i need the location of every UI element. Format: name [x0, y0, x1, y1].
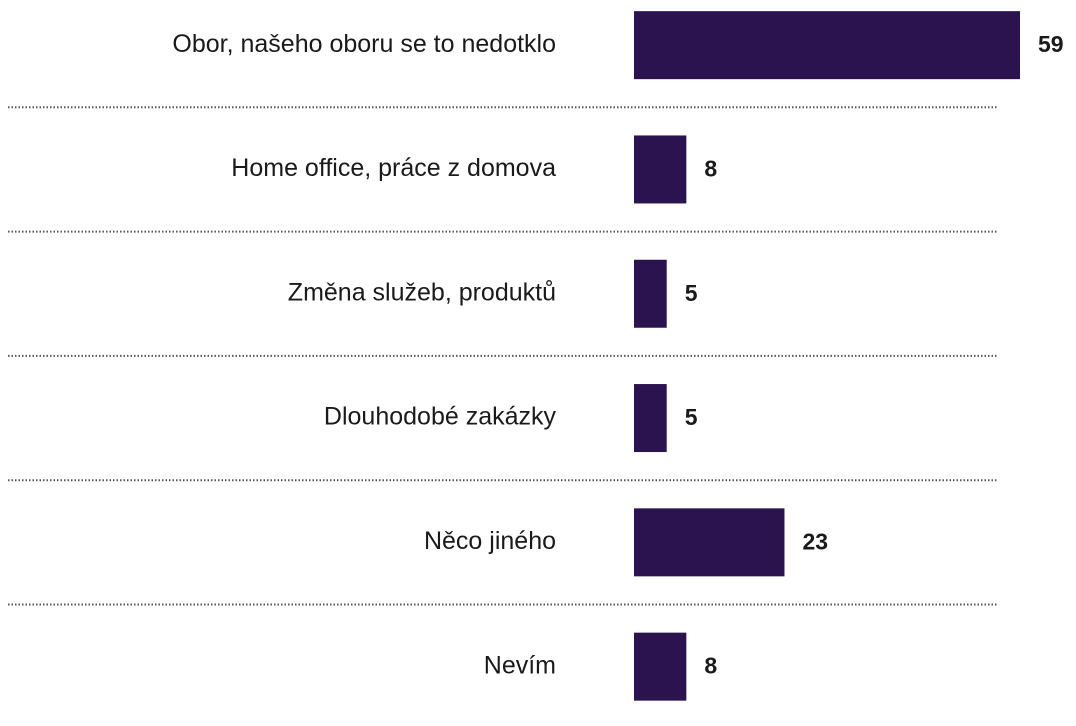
- bar: [634, 632, 687, 701]
- bar: [634, 384, 667, 453]
- category-label: Změna služeb, produktů: [288, 278, 556, 306]
- value-label: 8: [704, 653, 717, 679]
- value-label: 5: [685, 404, 698, 430]
- category-label: Nevím: [484, 651, 556, 679]
- value-label: 8: [704, 156, 717, 182]
- value-label: 5: [685, 280, 698, 306]
- bar: [634, 135, 687, 204]
- category-label: Dlouhodobé zakázky: [324, 403, 557, 431]
- value-label: 59: [1038, 31, 1064, 57]
- value-label: 23: [802, 528, 828, 554]
- bar: [634, 508, 785, 577]
- bar: [634, 11, 1020, 80]
- category-label: Něco jiného: [424, 527, 556, 555]
- category-label: Obor, našeho oboru se to nedotklo: [172, 30, 556, 58]
- category-label: Home office, práce z domova: [231, 154, 556, 182]
- bar: [634, 259, 667, 328]
